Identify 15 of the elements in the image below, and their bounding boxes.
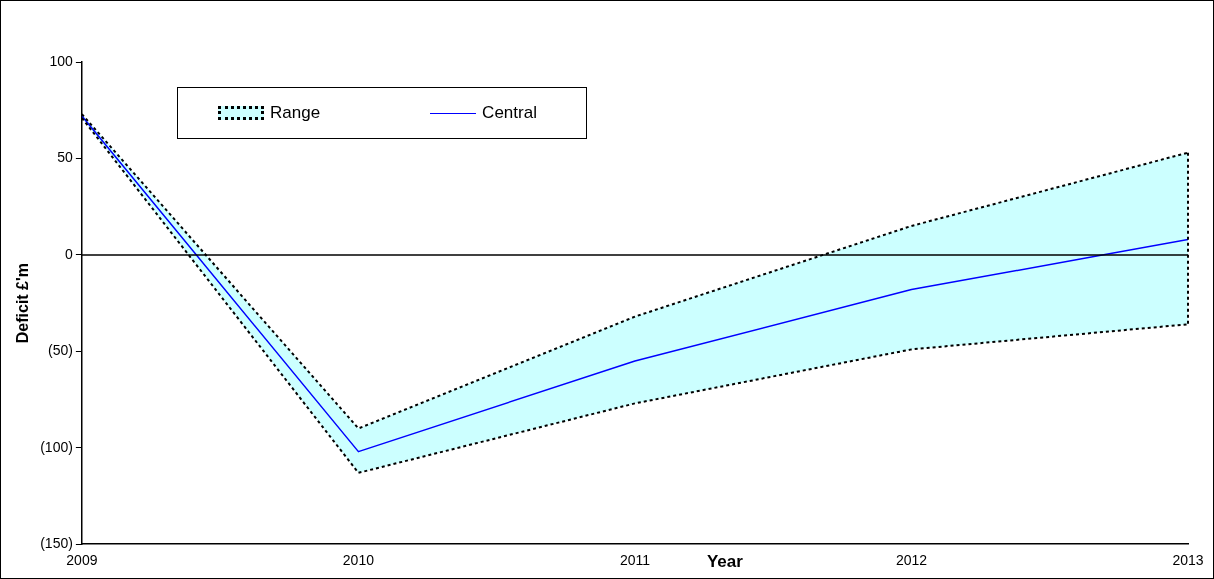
x-tick-label: 2009 [66,552,98,569]
x-tick-label: 2012 [895,552,928,569]
y-tick-label: 100 [49,52,74,69]
x-tick-label: 2011 [619,552,651,569]
y-tick-label: 50 [57,149,74,166]
x-tick-label: 2010 [342,552,375,569]
y-tick-label: (50) [47,342,73,359]
y-tick-label: (100) [40,438,73,455]
y-tick-label: (150) [40,535,73,552]
legend-label: Range [270,103,321,123]
x-axis-title: Year [706,552,744,572]
legend-label: Central [482,103,537,123]
y-tick-label: 0 [65,245,74,262]
y-axis-title: Deficit £'m [14,262,32,344]
x-tick-label: 2013 [1172,552,1204,569]
